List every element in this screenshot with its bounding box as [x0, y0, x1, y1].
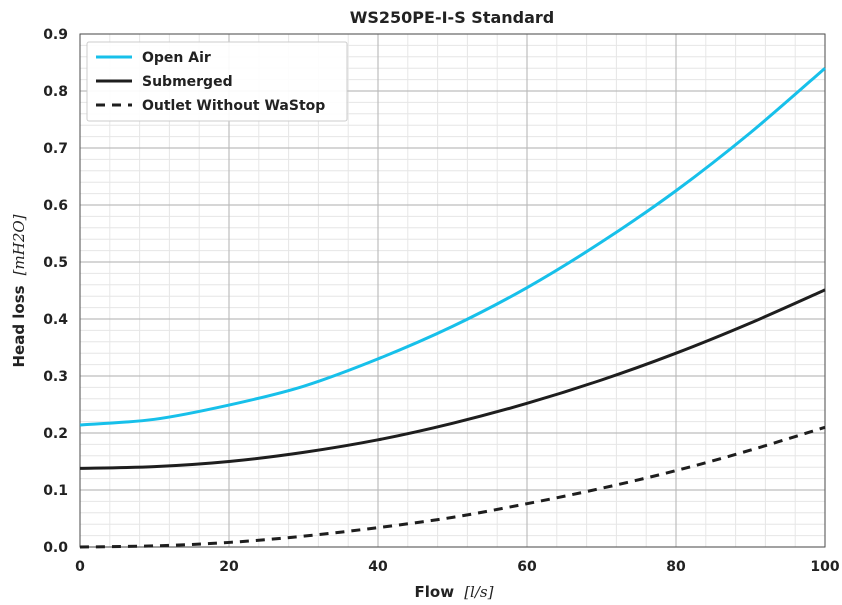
series-line-open-air	[79, 67, 826, 427]
x-axis-unit: [l/s]	[464, 583, 493, 601]
y-tick-label: 0.6	[43, 198, 68, 214]
legend-label-outlet-without-wastop: Outlet Without WaStop	[142, 98, 325, 114]
legend-label-submerged: Submerged	[142, 74, 233, 90]
x-tick-label: 40	[368, 559, 388, 575]
x-axis-label-text: Flow	[415, 583, 455, 601]
y-tick-label: 0.5	[43, 255, 68, 271]
y-tick-labels: 0.0 0.1 0.2 0.3 0.4 0.5 0.6 0.7 0.8 0.9	[43, 27, 68, 556]
y-tick-label: 0.3	[43, 369, 68, 385]
legend: Open Air Submerged Outlet Without WaStop	[86, 41, 348, 122]
y-axis-label-text: Head loss	[10, 285, 28, 367]
y-tick-label: 0.8	[43, 84, 68, 100]
legend-box	[86, 41, 348, 122]
y-tick-label: 0.9	[43, 27, 68, 43]
y-tick-label: 0.1	[43, 483, 68, 499]
x-tick-label: 100	[810, 559, 839, 575]
x-tick-label: 20	[219, 559, 239, 575]
y-axis-label: Head loss [mH2O]	[9, 214, 28, 367]
y-tick-label: 0.0	[43, 540, 68, 556]
y-tick-label: 0.4	[43, 312, 68, 328]
legend-label-open-air: Open Air	[142, 50, 211, 66]
x-axis-label: Flow [l/s]	[415, 582, 494, 601]
y-tick-label: 0.2	[43, 426, 68, 442]
chart-title: WS250PE-I-S Standard	[350, 8, 555, 27]
x-tick-label: 80	[666, 559, 686, 575]
series-line-submerged	[79, 288, 826, 470]
x-tick-label: 60	[517, 559, 537, 575]
y-tick-label: 0.7	[43, 141, 68, 157]
x-tick-label: 0	[75, 559, 85, 575]
x-tick-labels: 0 20 40 60 80 100	[75, 559, 840, 575]
series-line-outlet-without-wastop	[79, 425, 826, 549]
y-axis-unit: [mH2O]	[10, 214, 28, 275]
series-layer	[79, 67, 826, 549]
